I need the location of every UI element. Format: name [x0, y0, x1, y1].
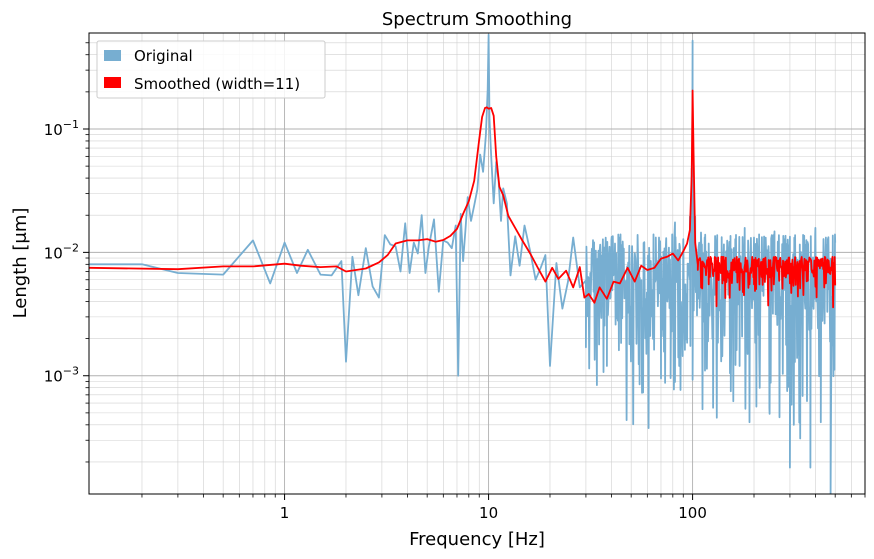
- x-axis: 1 10 100: [141, 494, 866, 522]
- plot-frame: [88, 32, 866, 495]
- series-original-line: [89, 33, 837, 494]
- y-tick-label: 10−2: [44, 241, 79, 262]
- x-tick-label: 1: [280, 504, 290, 522]
- chart-title: Spectrum Smoothing: [382, 9, 572, 30]
- x-tick-label: 100: [678, 504, 707, 522]
- y-axis: 10−1 10−2 10−3: [44, 42, 89, 463]
- legend-box: [96, 40, 326, 99]
- x-axis-title: Frequency [Hz]: [409, 529, 545, 550]
- plot-area: [89, 33, 837, 494]
- y-tick-label: 10−3: [44, 365, 79, 386]
- legend-label-smoothed: Smoothed (width=11): [134, 75, 300, 93]
- legend-label-original: Original: [134, 47, 193, 65]
- legend-swatch-original: [104, 50, 121, 61]
- x-tick-label: 10: [479, 504, 498, 522]
- y-axis-title: Length [μm]: [10, 208, 31, 319]
- legend-swatch-smoothed: [104, 77, 121, 88]
- y-tick-label: 10−1: [44, 118, 79, 139]
- legend: Original Smoothed (width=11): [96, 40, 326, 99]
- series-smoothed-line: [89, 89, 837, 309]
